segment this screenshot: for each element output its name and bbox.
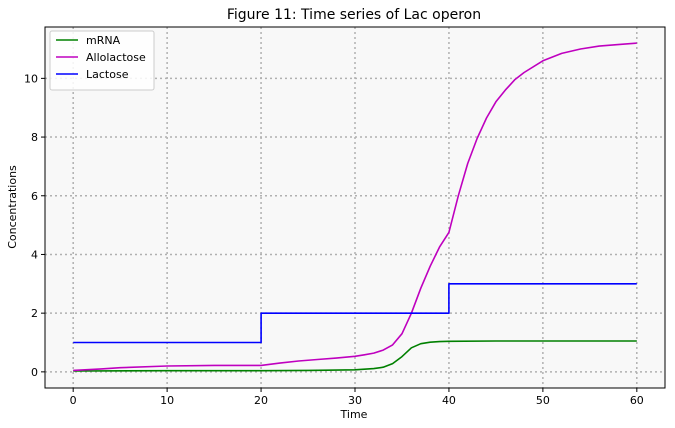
y-axis: 0 2 4 6 8 10 <box>24 72 45 379</box>
x-axis: 0 10 20 30 40 50 60 <box>70 388 644 407</box>
legend-label-allolactose: Allolactose <box>86 51 146 64</box>
x-tick-label: 30 <box>348 394 362 407</box>
x-tick-label: 10 <box>160 394 174 407</box>
legend: mRNA Allolactose Lactose <box>49 30 155 91</box>
legend-label-mrna: mRNA <box>86 34 121 47</box>
series-line-allolactose <box>73 42 637 372</box>
y-tick-label: 2 <box>31 307 38 320</box>
x-tick-label: 40 <box>442 394 456 407</box>
x-tick-label: 20 <box>254 394 268 407</box>
y-tick-label: 4 <box>31 248 38 261</box>
y-tick-label: 8 <box>31 131 38 144</box>
legend-label-lactose: Lactose <box>86 68 129 81</box>
x-axis-label: Time <box>340 408 368 421</box>
y-axis-label: Concentrations <box>6 165 19 249</box>
x-tick-label: 0 <box>70 394 77 407</box>
y-tick-label: 6 <box>31 190 38 203</box>
legend-box <box>49 30 155 91</box>
grid-lines <box>45 27 665 388</box>
x-tick-label: 60 <box>630 394 644 407</box>
x-tick-label: 50 <box>536 394 550 407</box>
chart-title: Figure 11: Time series of Lac operon <box>227 7 481 23</box>
series-line-lactose <box>73 282 637 344</box>
series-line-mrna <box>73 340 637 372</box>
series-layer <box>73 42 637 372</box>
y-tick-label: 10 <box>24 72 38 85</box>
y-tick-label: 0 <box>31 366 38 379</box>
